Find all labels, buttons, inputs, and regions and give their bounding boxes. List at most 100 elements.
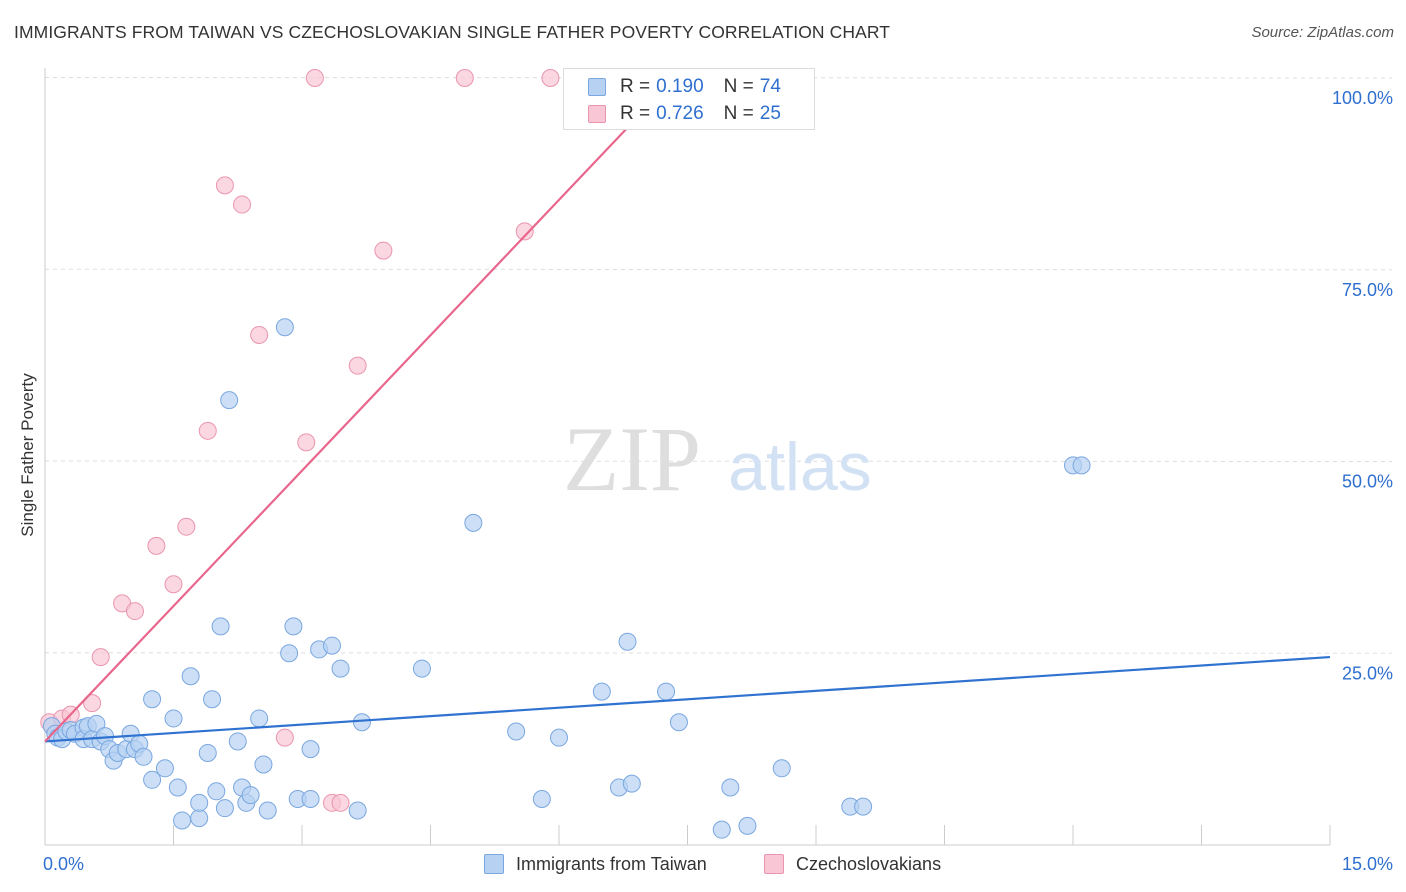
correlation-legend: R = 0.190 N = 74 R = 0.726 N = 25 <box>563 68 815 130</box>
czechoslovakian-point <box>331 793 350 812</box>
taiwan-point <box>622 774 641 793</box>
taiwan-point <box>280 644 299 663</box>
bottom-legend-label: Czechoslovakians <box>796 853 942 874</box>
taiwan-point <box>258 801 277 820</box>
y-tick-label: 25.0% <box>1342 663 1393 683</box>
taiwan-point <box>241 786 260 805</box>
taiwan-point <box>738 816 757 835</box>
chart-title: IMMIGRANTS FROM TAIWAN VS CZECHOSLOVAKIA… <box>14 22 891 42</box>
taiwan-point <box>331 659 350 678</box>
czechoslovakian-point <box>250 325 269 344</box>
taiwan-point <box>87 714 106 733</box>
taiwan-trend-line <box>44 655 1331 743</box>
taiwan-point <box>301 740 320 759</box>
legend-row-czech: R = 0.726 N = 25 <box>588 102 781 126</box>
taiwan-point <box>284 617 303 636</box>
bottom-legend-taiwan: Immigrants from Taiwan <box>484 852 707 876</box>
czechoslovakian-trend-line <box>44 77 676 743</box>
legend-n-label: N = <box>723 103 754 124</box>
x-tick-label: 15.0% <box>1342 854 1393 874</box>
legend-n-value: 74 <box>759 76 781 97</box>
legend-n-label: N = <box>723 76 754 97</box>
taiwan-point <box>712 820 731 839</box>
source-label: Source: ZipAtlas.com <box>1251 24 1394 41</box>
legend-r-value: 0.726 <box>656 103 704 124</box>
taiwan-point <box>190 793 209 812</box>
gridlines <box>44 77 1393 654</box>
taiwan-point <box>254 755 273 774</box>
taiwan-point <box>772 759 791 778</box>
taiwan-point <box>134 747 153 766</box>
x-tick-label: 0.0% <box>43 854 84 874</box>
legend-swatch-pink <box>588 105 606 123</box>
taiwan-point <box>203 690 222 709</box>
taiwan-point <box>164 709 183 728</box>
legend-r-label: R = <box>620 76 651 97</box>
legend-swatch-blue <box>588 78 606 96</box>
taiwan-point <box>301 789 320 808</box>
legend-r-value: 0.190 <box>656 76 704 97</box>
taiwan-point <box>228 732 247 751</box>
taiwan-point <box>168 778 187 797</box>
taiwan-point <box>275 318 294 337</box>
czechoslovakian-point <box>305 69 324 87</box>
czechoslovakian-point <box>297 433 316 452</box>
czechoslovakian-point <box>515 222 534 241</box>
czechoslovakian-point <box>275 728 294 747</box>
gridline-y <box>44 268 1393 271</box>
legend-row-taiwan: R = 0.190 N = 74 <box>588 75 781 99</box>
watermark-atlas: atlas <box>728 429 872 505</box>
taiwan-point <box>143 770 162 789</box>
taiwan-point <box>190 809 209 828</box>
tick-labels: 25.0% 50.0% 75.0% 100.0% 0.0% 15.0% <box>43 88 1393 874</box>
taiwan-point <box>207 782 226 801</box>
bottom-legend-label: Immigrants from Taiwan <box>516 853 707 874</box>
taiwan-point <box>181 667 200 686</box>
czechoslovakian-point <box>233 195 252 214</box>
taiwan-point <box>669 713 688 732</box>
taiwan-point <box>1072 456 1091 475</box>
taiwan-point <box>250 709 269 728</box>
czechoslovakian-point <box>147 536 166 555</box>
czechoslovakian-point <box>177 517 196 536</box>
czechoslovakian-point <box>198 421 217 440</box>
gridline-y <box>44 652 1393 654</box>
czechoslovakian-point <box>164 575 183 594</box>
taiwan-point <box>464 513 483 532</box>
taiwan-point <box>198 743 217 762</box>
taiwan-point <box>657 682 676 701</box>
trend-lines <box>44 77 1331 743</box>
taiwan-point <box>173 811 192 830</box>
taiwan-point <box>532 789 551 808</box>
taiwan-point <box>322 636 341 655</box>
taiwan-point <box>348 801 367 820</box>
czechoslovakian-point <box>541 69 560 87</box>
bottom-legend-czech: Czechoslovakians <box>764 852 941 876</box>
y-tick-label: 50.0% <box>1342 472 1393 492</box>
taiwan-point <box>143 690 162 709</box>
taiwan-point <box>618 632 637 651</box>
czechoslovakian-point <box>91 648 110 667</box>
taiwan-point <box>220 391 239 410</box>
gridline-y <box>44 460 1393 462</box>
czechoslovakian-point <box>83 694 102 713</box>
taiwan-points <box>42 318 1091 839</box>
legend-n-value: 25 <box>759 103 781 124</box>
legend-r-label: R = <box>620 103 651 124</box>
y-tick-label: 100.0% <box>1332 88 1393 108</box>
taiwan-point <box>211 617 230 636</box>
czechoslovakian-point <box>215 176 234 195</box>
taiwan-point <box>352 713 371 732</box>
taiwan-point <box>592 682 611 701</box>
taiwan-point <box>155 759 174 778</box>
czechoslovakian-point <box>374 241 393 260</box>
watermark-zip: ZIP <box>563 408 701 510</box>
taiwan-point <box>854 797 873 816</box>
bottom-legend-swatch-pink <box>764 854 784 874</box>
taiwan-point <box>507 722 526 741</box>
taiwan-point <box>215 799 234 818</box>
taiwan-point <box>721 778 740 797</box>
taiwan-point <box>412 659 431 678</box>
y-tick-label: 75.0% <box>1342 280 1393 300</box>
